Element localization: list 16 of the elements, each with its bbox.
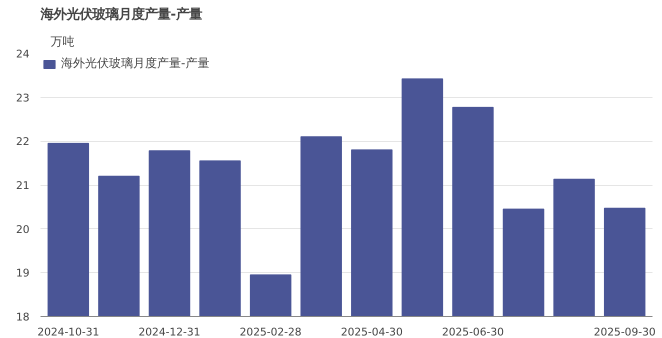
y-axis-title: 万吨	[50, 34, 74, 48]
x-tick-label: 2024-10-31	[37, 326, 100, 338]
x-tick-label: 2025-02-28	[240, 326, 302, 338]
y-tick-label: 21	[16, 179, 30, 192]
y-tick-label: 24	[16, 48, 30, 60]
y-tick-label: 20	[16, 222, 30, 236]
x-tick-label: 2025-06-30	[442, 326, 504, 338]
y-tick-label: 23	[16, 91, 30, 104]
x-tick-label: 2025-09-30	[594, 326, 656, 338]
x-tick-label: 2024-12-31	[138, 326, 200, 338]
x-tick-label: 2025-04-30	[340, 326, 403, 338]
y-tick-label: 18	[16, 310, 30, 324]
chart-title: 海外光伏玻璃月度产量-产量	[40, 6, 202, 22]
y-tick-label: 22	[16, 135, 30, 148]
legend-label: 海外光伏玻璃月度产量-产量	[61, 55, 210, 72]
y-tick-label: 19	[16, 266, 30, 280]
